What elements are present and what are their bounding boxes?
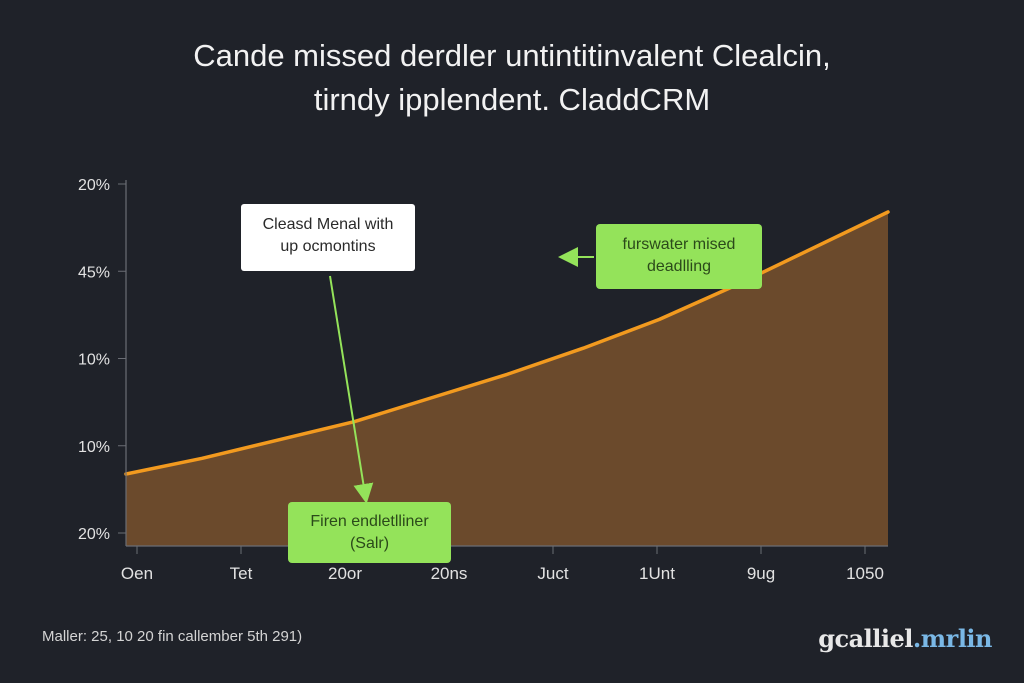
annotation-top-green-line-2: deadlling — [646, 258, 712, 275]
x-tick-label: 20ns — [431, 564, 468, 583]
annotation-white: Cleasd Menal with up ocmontins — [241, 204, 415, 271]
y-tick-label: 10% — [78, 439, 110, 456]
y-tick-label: 45% — [78, 264, 110, 281]
x-tick-label: 1050 — [846, 564, 884, 583]
title-line-1: Cande missed derdler untintitinvalent Cl… — [193, 38, 831, 73]
x-ticks: Oen Tet 20or 20ns Juct 1Unt 9ug 1050 — [121, 546, 884, 583]
brand-logo-part-1: gcalliel — [818, 624, 913, 653]
annotation-white-line-1: Cleasd Menal with — [262, 216, 394, 233]
annotation-bottom-green: Firen endletlliner (Salr) — [288, 502, 451, 563]
x-tick-label: Tet — [230, 564, 253, 583]
callout-arrow-down — [329, 275, 374, 504]
area-fill — [126, 212, 888, 546]
title-line-2: tirndy ipplendent. CladdCRM — [313, 82, 711, 117]
x-tick-label: 20or — [328, 564, 362, 583]
annotation-bottom-green-line-2: (Salr) — [349, 535, 390, 552]
footer-note: Maller: 25, 10 20 fin callember 5th 291) — [42, 628, 303, 645]
brand-logo-part-2: .mrlin — [912, 624, 993, 653]
x-tick-label: Juct — [537, 564, 568, 583]
annotation-top-green: furswater mised deadlling — [596, 224, 762, 289]
annotation-bottom-green-line-1: Firen endletlliner — [310, 513, 429, 530]
y-tick-label: 20% — [78, 526, 110, 543]
y-tick-label: 10% — [78, 352, 110, 369]
x-tick-label: 9ug — [747, 564, 775, 583]
y-tick-label: 20% — [78, 177, 110, 194]
annotation-white-line-2: up ocmontins — [280, 238, 376, 255]
brand-logo: gcalliel.mrlin — [818, 624, 992, 653]
x-tick-label: Oen — [121, 564, 153, 583]
annotation-top-green-line-1: furswater mised — [622, 236, 736, 253]
chart-title: Cande missed derdler untintitinvalent Cl… — [0, 34, 1024, 122]
x-tick-label: 1Unt — [639, 564, 675, 583]
y-ticks: 20% 45% 10% 10% 20% — [78, 177, 126, 543]
